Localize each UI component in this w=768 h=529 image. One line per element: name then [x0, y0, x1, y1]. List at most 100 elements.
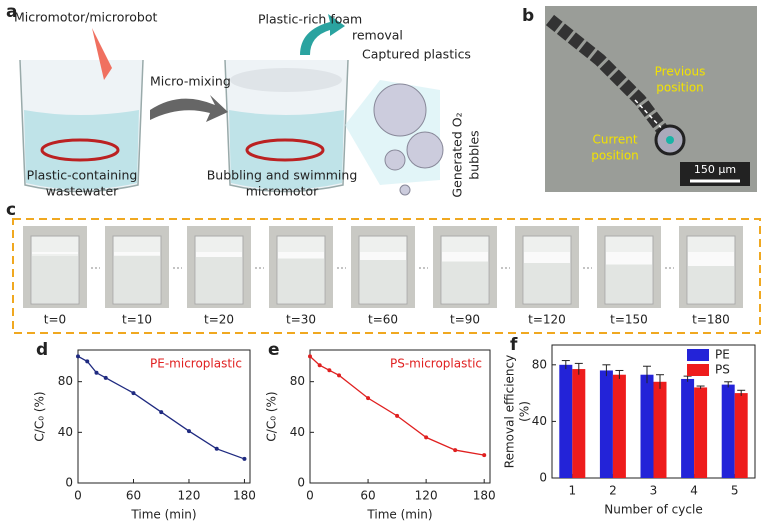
time-label: t=30 [286, 313, 316, 327]
water [24, 110, 139, 190]
time-label: t=150 [610, 313, 648, 327]
bar [653, 381, 667, 478]
pour-arrow [92, 28, 112, 80]
y-axis-label: C/C₀ (%) [265, 391, 279, 441]
x-tick-label: 5 [731, 484, 739, 498]
time-label: t=180 [692, 313, 730, 327]
y-tick-label: 80 [58, 374, 73, 388]
x-axis-label: Number of cycle [604, 503, 702, 517]
marker [366, 396, 371, 401]
marker [453, 448, 458, 453]
x-tick-label: 0 [306, 489, 314, 503]
marker [186, 429, 191, 434]
x-tick-label: 2 [609, 484, 617, 498]
foam [32, 252, 78, 254]
y-tick-label: 40 [532, 414, 547, 428]
label: wastewater [46, 184, 119, 199]
foam [114, 252, 160, 256]
y-tick-label: 0 [65, 476, 73, 490]
y-axis-label: Removal efficiency [503, 355, 517, 468]
current-dot [666, 136, 674, 144]
foam [606, 252, 652, 265]
bar [721, 384, 735, 478]
bar [681, 378, 695, 478]
frame [12, 218, 761, 334]
label: Plastic-rich foam [258, 12, 362, 27]
path-line [634, 99, 669, 136]
marker [242, 456, 247, 461]
x-tick-label: 1 [568, 484, 576, 498]
y-tick-label: 0 [539, 471, 547, 485]
series-line [77, 355, 245, 460]
annotation: PE-microplastic [150, 357, 242, 371]
time-label: t=20 [204, 313, 234, 327]
panel-label: b [522, 6, 534, 26]
label: micromotor [246, 184, 319, 199]
y-tick-label: 0 [297, 476, 305, 490]
scale-label: 150 µm [694, 163, 736, 176]
plot-frame [309, 349, 491, 484]
x-tick-label: 180 [233, 489, 256, 503]
liquid [524, 256, 570, 303]
x-axis-label: Time (min) [130, 508, 196, 522]
marker [76, 354, 80, 359]
label: Bubbling and swimming [207, 168, 358, 183]
panel-label: d [36, 340, 48, 360]
liquid [360, 256, 406, 303]
marker [337, 373, 342, 378]
mixing-arrow [40, 138, 120, 162]
marker [103, 375, 108, 380]
water [229, 110, 344, 190]
bar [599, 370, 613, 478]
label: Current [592, 133, 637, 147]
time-label: t=60 [368, 313, 398, 327]
bar [640, 374, 654, 478]
y-axis-label: C/C₀ (%) [33, 391, 47, 441]
foam [230, 68, 342, 92]
x-tick-label: 60 [126, 489, 141, 503]
time-label: t=90 [450, 313, 480, 327]
mixing-arrow [245, 138, 325, 162]
panel-label: f [510, 335, 518, 355]
liquid [114, 256, 160, 303]
liquid [278, 256, 324, 303]
marker [482, 453, 487, 458]
bubble [384, 149, 406, 171]
marker [131, 391, 136, 396]
bubble [406, 131, 444, 169]
bar [694, 387, 708, 478]
foam [442, 252, 488, 262]
x-tick-label: 120 [415, 489, 438, 503]
label: position [656, 81, 704, 95]
y-tick-label: 80 [532, 357, 547, 371]
panel-label: e [268, 340, 280, 360]
y-tick-label: 40 [58, 425, 73, 439]
x-tick-label: 60 [360, 489, 375, 503]
bar [612, 374, 626, 478]
label: Previous [655, 65, 706, 79]
panel-a: a Micromotor/microrobot Plastic-rich foa… [6, 2, 482, 199]
marker [424, 435, 429, 440]
foam [524, 252, 570, 263]
panel-c: c t=0 t=10 t=20 t=30 t=60 t=90 t=120 t=150 t=180 [6, 200, 761, 334]
foam [278, 252, 324, 259]
y-tick-label: 80 [290, 374, 305, 388]
foam [196, 252, 242, 257]
x-axis-label: Time (min) [366, 508, 432, 522]
y-axis-label: (%) [518, 401, 532, 422]
time-label: t=10 [122, 313, 152, 327]
x-tick-label: 3 [650, 484, 658, 498]
label: Micromotor/microrobot [14, 10, 157, 25]
label: position [591, 149, 639, 163]
marker [94, 370, 99, 375]
marker [395, 413, 400, 418]
panel-label: a [6, 2, 17, 22]
time-label: t=120 [528, 313, 566, 327]
marker [159, 410, 164, 415]
trajectory [545, 14, 676, 144]
liquid [442, 256, 488, 303]
series-line [309, 355, 485, 456]
process-arrow [150, 95, 228, 122]
